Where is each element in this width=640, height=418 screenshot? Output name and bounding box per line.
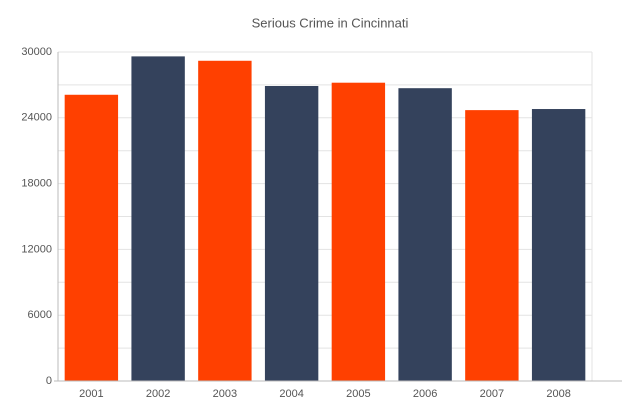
y-tick-label: 0 (46, 375, 52, 387)
bar (131, 56, 185, 382)
y-tick-label: 18000 (21, 178, 52, 190)
bar (331, 82, 386, 381)
x-tick-label: 2002 (146, 388, 170, 400)
bar (531, 109, 586, 381)
x-tick-label: 2008 (546, 388, 570, 400)
bar (465, 110, 519, 381)
y-tick-label: 12000 (21, 243, 52, 255)
y-tick-label: 6000 (28, 309, 52, 321)
bar (264, 85, 319, 381)
x-tick-label: 2006 (413, 388, 437, 400)
bar (64, 94, 119, 382)
bar (198, 60, 252, 381)
bar (398, 88, 452, 381)
y-tick-label: 24000 (21, 112, 52, 124)
x-tick-label: 2007 (480, 388, 504, 400)
x-tick-label: 2003 (213, 388, 237, 400)
x-tick-label: 2001 (79, 388, 103, 400)
x-tick-label: 2005 (346, 388, 370, 400)
y-tick-label: 30000 (21, 46, 52, 58)
chart-title: Serious Crime in Cincinnati (252, 15, 409, 30)
x-tick-label: 2004 (279, 388, 303, 400)
